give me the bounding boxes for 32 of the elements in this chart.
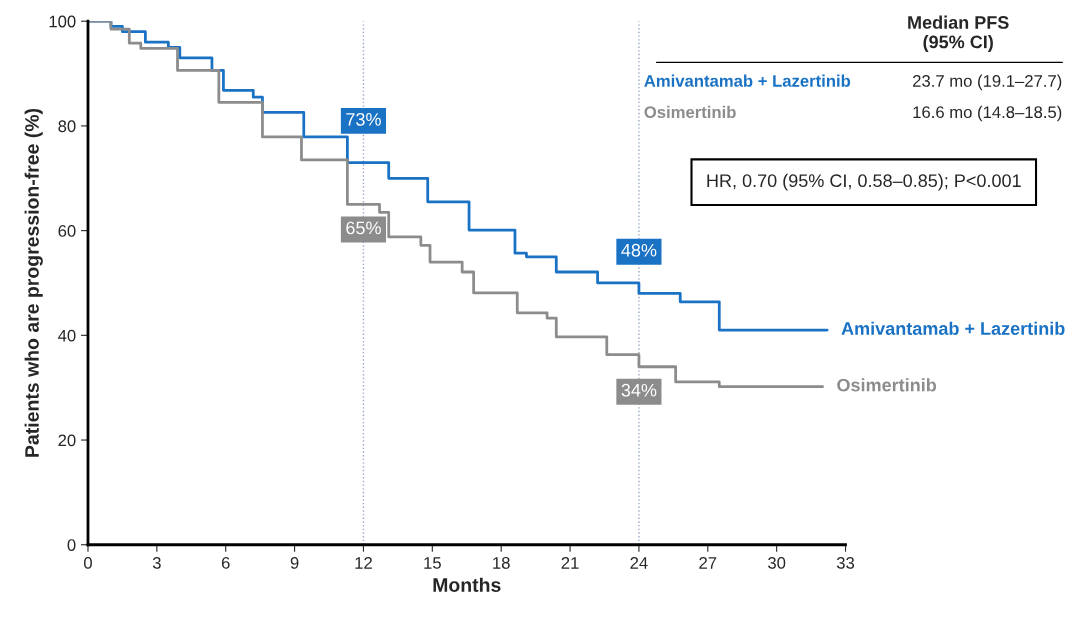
x-tick-label: 12 [355,557,372,569]
y-axis-title: Patients who are progression-free (%) [24,108,43,457]
y-tick-label: 0 [67,539,76,551]
x-tick-label: 3 [152,557,161,569]
series-label: Osimertinib [837,378,937,392]
data-label: 48% [621,243,657,257]
text: Median PFS (95% CI) [908,15,1009,52]
x-tick-label: 0 [84,557,92,569]
y-tick-label: 40 [58,329,76,342]
x-tick-label: 15 [424,557,441,569]
text: 23.7 mo (19.1–27.7) [913,74,1062,91]
series-label: Amivantamab + Lazertinib [841,321,1065,335]
data-label: 65% [346,221,381,235]
text: Osimertinib [644,105,736,119]
x-tick-label: 18 [493,557,510,569]
x-tick-label: 33 [836,557,855,569]
x-axis-title: Months [433,577,501,592]
x-tick-label: 21 [561,557,579,569]
x-tick-label: 6 [221,557,230,569]
data-label: 34% [621,383,657,397]
text: Amivantamab + Lazertinib [644,74,851,87]
y-tick-label: 80 [58,120,76,133]
x-tick-label: 30 [768,557,786,569]
data-label: 73% [346,112,381,126]
text: 16.6 mo (14.8–18.5) [913,105,1062,122]
y-tick-label: 20 [58,434,76,447]
x-tick-label: 27 [699,557,717,569]
x-tick-label: 9 [290,557,299,569]
y-tick-label: 100 [49,15,76,28]
y-tick-label: 60 [58,225,76,237]
annotation: HR, 0.70 (95% CI, 0.58–0.85); P<0.001 [707,173,1021,191]
x-tick-label: 24 [630,557,648,569]
